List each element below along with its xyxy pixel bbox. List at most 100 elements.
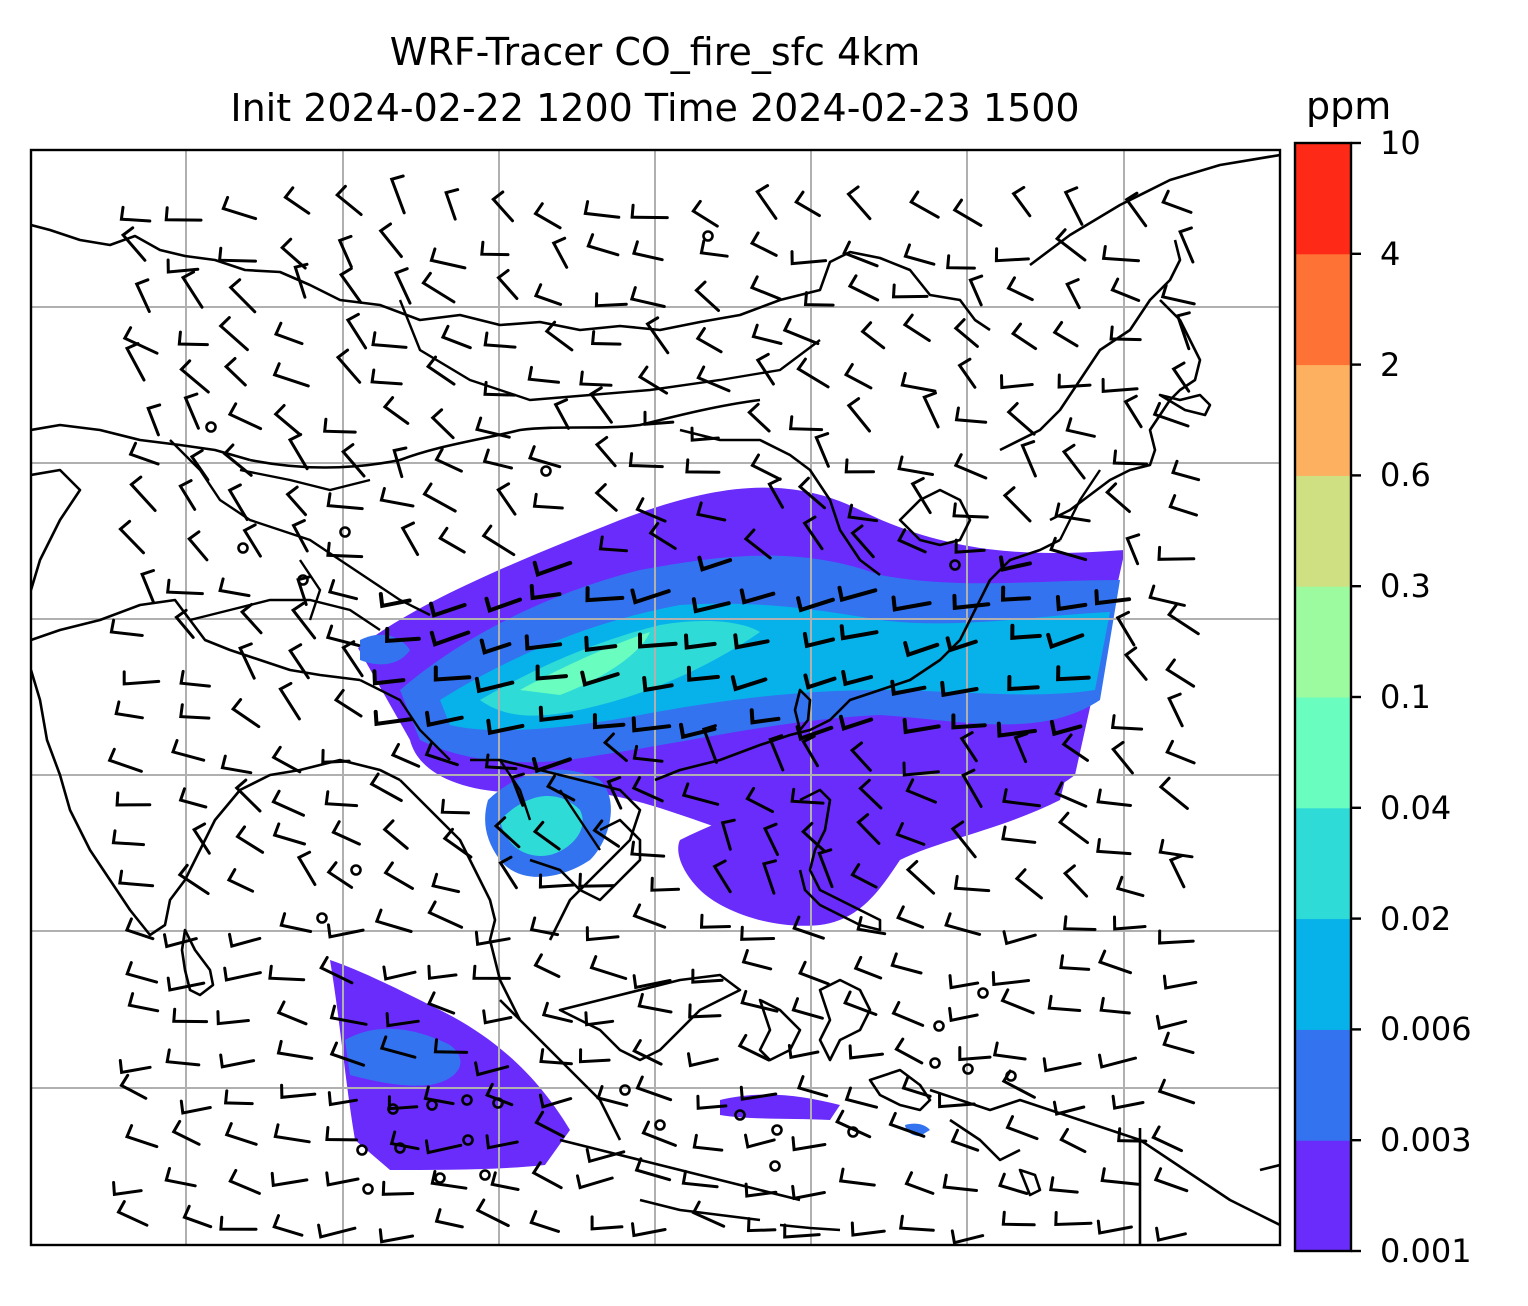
wind-barb xyxy=(112,1181,143,1197)
calm-marker xyxy=(619,1084,631,1096)
wind-barb xyxy=(850,524,875,559)
wind-barb xyxy=(1061,733,1089,762)
wind-barb xyxy=(223,357,247,387)
wind-barb xyxy=(958,1046,992,1062)
wind-barb xyxy=(1052,321,1079,348)
wind-barb xyxy=(370,368,403,386)
wind-barb xyxy=(219,1215,258,1231)
colorbar-tick-label: 0.003 xyxy=(1380,1121,1472,1160)
wind-barb xyxy=(585,1148,626,1164)
wind-barb xyxy=(638,632,678,649)
wind-barb xyxy=(751,323,783,345)
wind-barb xyxy=(650,876,680,892)
wind-barb xyxy=(767,477,784,509)
wind-barb xyxy=(1101,245,1140,263)
wind-barb xyxy=(579,370,613,387)
wind-barb xyxy=(337,234,353,269)
wind-barb xyxy=(423,1085,455,1106)
wind-barb xyxy=(164,1167,197,1188)
wind-barb xyxy=(533,202,562,230)
wind-barb xyxy=(643,410,675,426)
wind-barb xyxy=(222,443,253,477)
wind-barb xyxy=(733,633,770,650)
wind-barb xyxy=(901,1075,932,1098)
calm-marker xyxy=(387,1103,399,1115)
wind-barb xyxy=(122,326,159,355)
wind-barb xyxy=(216,1010,250,1026)
wind-barb xyxy=(1110,277,1141,302)
wind-barb xyxy=(992,1041,1027,1061)
wind-barb xyxy=(589,955,628,980)
wind-barb xyxy=(1042,1057,1082,1073)
wind-barb xyxy=(856,916,887,936)
wind-barb xyxy=(894,1037,924,1065)
wind-barb xyxy=(333,688,363,718)
wind-barb xyxy=(1111,1094,1145,1110)
wind-barb xyxy=(959,731,978,763)
calm-marker xyxy=(933,1020,945,1032)
wind-barb xyxy=(234,778,262,813)
wind-barb xyxy=(796,1075,829,1098)
wind-barb xyxy=(635,497,667,523)
wind-barb xyxy=(371,331,408,349)
wind-barb xyxy=(321,748,351,764)
colorbar-segment xyxy=(1295,253,1351,366)
wind-barb xyxy=(179,1099,212,1115)
wind-barb xyxy=(951,713,987,730)
wind-barb xyxy=(858,778,883,810)
wind-barb xyxy=(1094,589,1132,606)
wind-barb xyxy=(950,820,977,859)
wind-barb xyxy=(238,642,256,680)
wind-barb xyxy=(1011,185,1032,218)
wind-barb xyxy=(961,768,983,808)
wind-barb xyxy=(345,312,368,350)
wind-barb xyxy=(953,318,979,348)
calm-marker xyxy=(847,1126,859,1138)
wind-barb xyxy=(475,416,511,439)
wind-barb xyxy=(474,676,515,694)
wind-barb xyxy=(124,1124,159,1149)
wind-barb xyxy=(1052,1100,1086,1116)
wind-barb xyxy=(230,698,261,729)
wind-barb xyxy=(687,1052,719,1068)
wind-barb xyxy=(594,292,628,308)
calm-marker xyxy=(540,465,552,477)
wind-barb xyxy=(485,1134,519,1150)
calm-marker xyxy=(339,526,351,538)
wind-barb xyxy=(531,1161,563,1190)
wind-barb xyxy=(1020,440,1037,478)
wind-barb xyxy=(1117,1127,1148,1143)
wind-barb xyxy=(293,262,309,299)
wind-barb xyxy=(1157,1078,1196,1105)
wind-barb xyxy=(737,1033,771,1062)
wind-barb xyxy=(425,355,456,386)
calm-marker xyxy=(205,421,217,433)
wind-barb xyxy=(1063,186,1084,226)
wind-barb xyxy=(430,408,455,440)
wind-barb xyxy=(390,742,421,768)
wind-barb xyxy=(1063,915,1097,931)
chart-subtitle: Init 2024-02-22 1200 Time 2024-02-23 150… xyxy=(230,86,1080,130)
wind-barb xyxy=(1167,692,1184,728)
wind-barb xyxy=(280,1083,317,1099)
wind-barb xyxy=(740,989,779,1013)
wind-barb xyxy=(1165,739,1196,765)
wind-barb xyxy=(580,670,620,687)
calm-marker xyxy=(297,574,309,586)
colorbar-tick-label: 0.006 xyxy=(1380,1010,1472,1049)
wind-barb xyxy=(179,359,210,394)
wind-barb xyxy=(528,445,562,469)
wind-barb xyxy=(782,317,820,346)
wind-barb xyxy=(1001,1069,1036,1099)
wind-barb xyxy=(952,593,991,611)
wind-barb xyxy=(272,1214,304,1237)
calm-marker xyxy=(702,230,714,242)
wind-barb xyxy=(317,1223,357,1239)
wind-barb xyxy=(998,1172,1029,1195)
wind-barb xyxy=(948,974,980,990)
wind-barb xyxy=(696,501,727,522)
wind-barb xyxy=(922,391,940,429)
wind-barb xyxy=(904,1171,935,1195)
wind-barb xyxy=(1166,603,1200,636)
wind-barb xyxy=(1123,394,1143,429)
